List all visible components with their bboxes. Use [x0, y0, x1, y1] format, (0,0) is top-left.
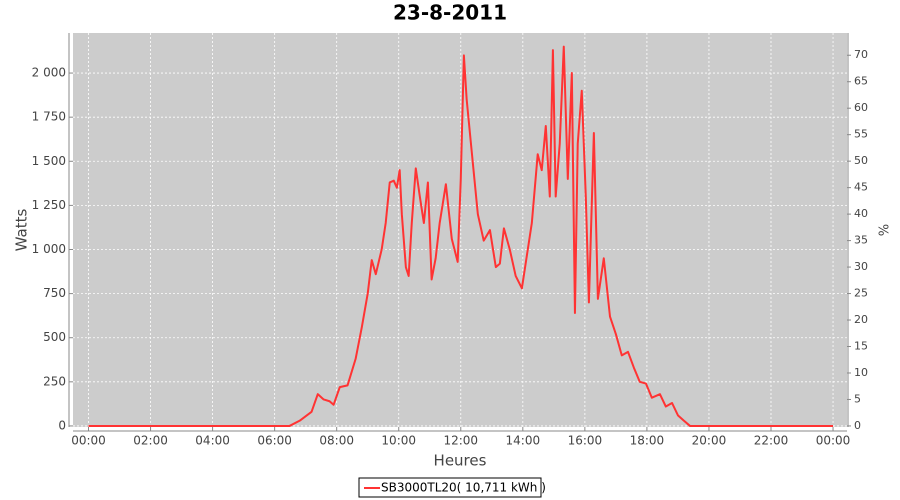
x-tick-label: 00:00	[816, 434, 851, 448]
y2-tick-label: 0	[854, 419, 861, 432]
line-series	[88, 45, 834, 427]
y2-tick-label: 40	[854, 207, 868, 220]
y2-tick-label: 70	[854, 48, 868, 61]
y2-tick-label: 35	[854, 234, 868, 247]
x-tick-label: 04:00	[195, 434, 230, 448]
x-tick-label: 18:00	[630, 434, 665, 448]
legend-box	[358, 477, 542, 498]
x-tick-label: 16:00	[568, 434, 603, 448]
chart-title: 23-8-2011	[393, 1, 507, 25]
x-tick-label: 02:00	[133, 434, 168, 448]
y-tick-label: 0	[58, 418, 66, 432]
x-tick-label: 08:00	[319, 434, 354, 448]
y-tick-label: 750	[43, 286, 66, 300]
y-tick-label: 500	[43, 330, 66, 344]
x-tick-label: 22:00	[754, 434, 789, 448]
x-tick-label: 00:00	[71, 434, 106, 448]
y2-axis-label: %	[875, 224, 890, 236]
x-axis-label: Heures	[434, 452, 487, 470]
y2-tick-label: 55	[854, 128, 868, 141]
y-tick-label: 1 500	[32, 154, 66, 168]
y2-tick-label: 10	[854, 366, 868, 379]
x-tick-label: 06:00	[257, 434, 292, 448]
y2-tick-label: 50	[854, 154, 868, 167]
y-tick-label: 2 000	[32, 66, 66, 80]
x-tick-label: 10:00	[381, 434, 416, 448]
y-tick-label: 1 750	[32, 110, 66, 124]
y2-tick-label: 30	[854, 260, 868, 273]
y2-tick-label: 25	[854, 287, 868, 300]
y2-tick-label: 15	[854, 340, 868, 353]
x-tick-label: 14:00	[506, 434, 541, 448]
y-axis-label: Watts	[13, 209, 31, 252]
y-tick-label: 1 250	[32, 198, 66, 212]
legend-label: SB3000TL20( 10,711 kWh )	[381, 481, 546, 495]
x-tick-label: 20:00	[692, 434, 727, 448]
y2-tick-label: 65	[854, 75, 868, 88]
y2-tick-label: 45	[854, 181, 868, 194]
y2-tick-label: 5	[854, 392, 861, 405]
y-tick-label: 250	[43, 374, 66, 388]
y-tick-label: 1 000	[32, 242, 66, 256]
y2-tick-label: 20	[854, 313, 868, 326]
plot-area	[73, 33, 847, 427]
y2-tick-label: 60	[854, 101, 868, 114]
x-tick-label: 12:00	[443, 434, 478, 448]
